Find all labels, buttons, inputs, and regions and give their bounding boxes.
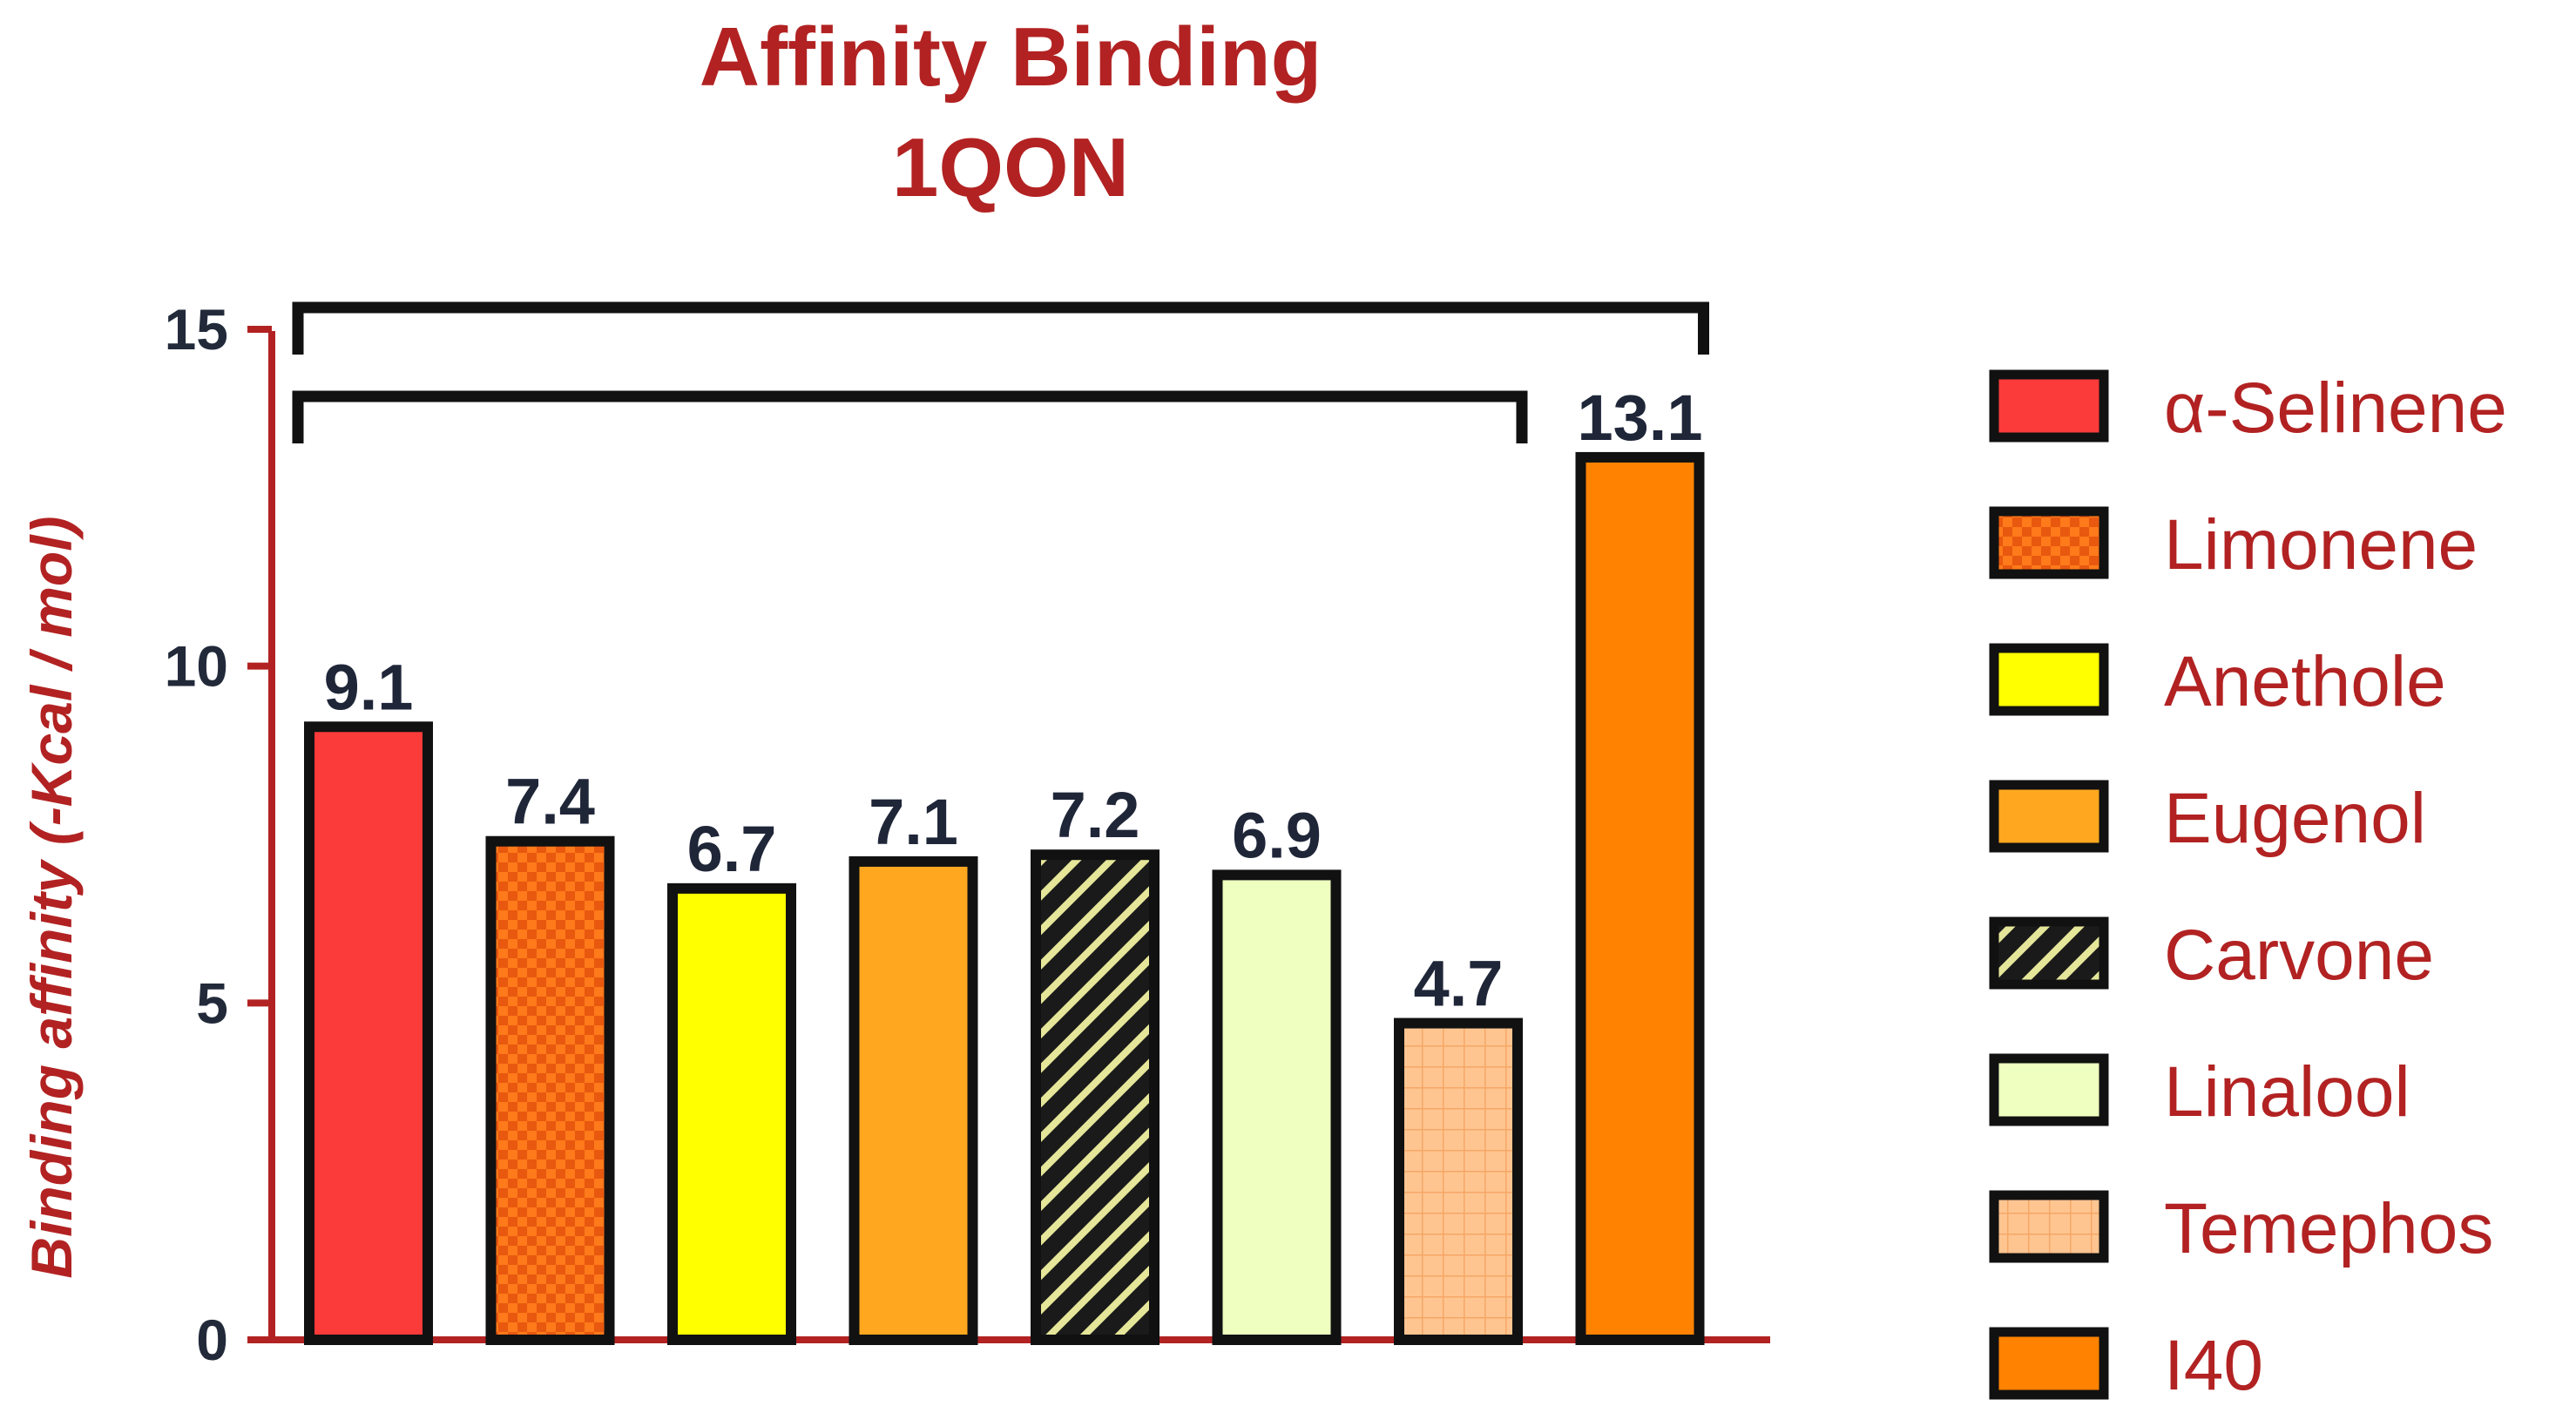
- y-tick-label: 5: [196, 970, 228, 1035]
- legend-swatch-alpha-selinene: [1989, 369, 2109, 443]
- chart-subtitle: 1QON: [892, 121, 1129, 214]
- bar-alpha-selinene: [304, 721, 433, 1345]
- bar-carvone: [1031, 849, 1160, 1345]
- y-tick-label: 10: [165, 634, 228, 699]
- data-label-anethole: 6.7: [687, 813, 777, 885]
- bar-limonene: [485, 835, 615, 1345]
- legend-label-anethole: Anethole: [2164, 642, 2446, 721]
- data-label-i40: 13.1: [1577, 382, 1702, 454]
- legend: α-Selinene Limonene Anethole Eugenol Carvone…: [1989, 368, 2507, 1405]
- legend-label-carvone: Carvone: [2164, 916, 2434, 995]
- y-tick-label: 0: [196, 1308, 228, 1372]
- comparison-bracket-alpha-selinene-i40: [292, 301, 1709, 355]
- chart-title: Affinity Binding: [700, 10, 1322, 104]
- y-tick-label: 15: [165, 297, 228, 362]
- legend-swatch-linalool: [1989, 1053, 2109, 1126]
- comparison-brackets: [292, 301, 1709, 443]
- legend-label-alpha-selinene: α-Selinene: [2164, 368, 2507, 448]
- legend-swatch-carvone: [1989, 916, 2109, 990]
- data-labels-group: 9.1 7.4 6.7 7.1 7.2 6.9 4.7 13.1: [324, 382, 1703, 1020]
- legend-swatch-limonene: [1989, 506, 2109, 579]
- data-label-linalool: 6.9: [1232, 799, 1322, 871]
- legend-label-eugenol: Eugenol: [2164, 779, 2426, 858]
- comparison-bracket-alpha-selinene-temephos: [292, 390, 1528, 443]
- y-axis-ticks: 0 5 10 15: [165, 297, 272, 1372]
- data-label-temephos: 4.7: [1414, 948, 1504, 1020]
- data-label-carvone: 7.2: [1051, 779, 1140, 851]
- bar-eugenol: [849, 855, 978, 1345]
- y-axis-label: Binding affinity (-Kcal / mol): [19, 516, 84, 1278]
- bar-linalool: [1212, 869, 1342, 1345]
- legend-swatch-anethole: [1989, 643, 2109, 716]
- bars-group: [304, 451, 1705, 1345]
- bar-i40: [1575, 451, 1705, 1345]
- legend-swatch-temephos: [1989, 1190, 2109, 1263]
- legend-label-limonene: Limonene: [2164, 505, 2478, 585]
- data-label-alpha-selinene: 9.1: [324, 651, 414, 723]
- data-label-limonene: 7.4: [505, 766, 595, 838]
- bar-temephos: [1394, 1017, 1523, 1345]
- legend-label-temephos: Temephos: [2164, 1189, 2493, 1268]
- bar-anethole: [667, 882, 796, 1345]
- legend-swatch-eugenol: [1989, 780, 2109, 853]
- legend-label-linalool: Linalool: [2164, 1052, 2410, 1132]
- legend-swatch-i40: [1989, 1327, 2109, 1400]
- legend-label-i40: I40: [2164, 1326, 2263, 1405]
- data-label-eugenol: 7.1: [869, 786, 958, 858]
